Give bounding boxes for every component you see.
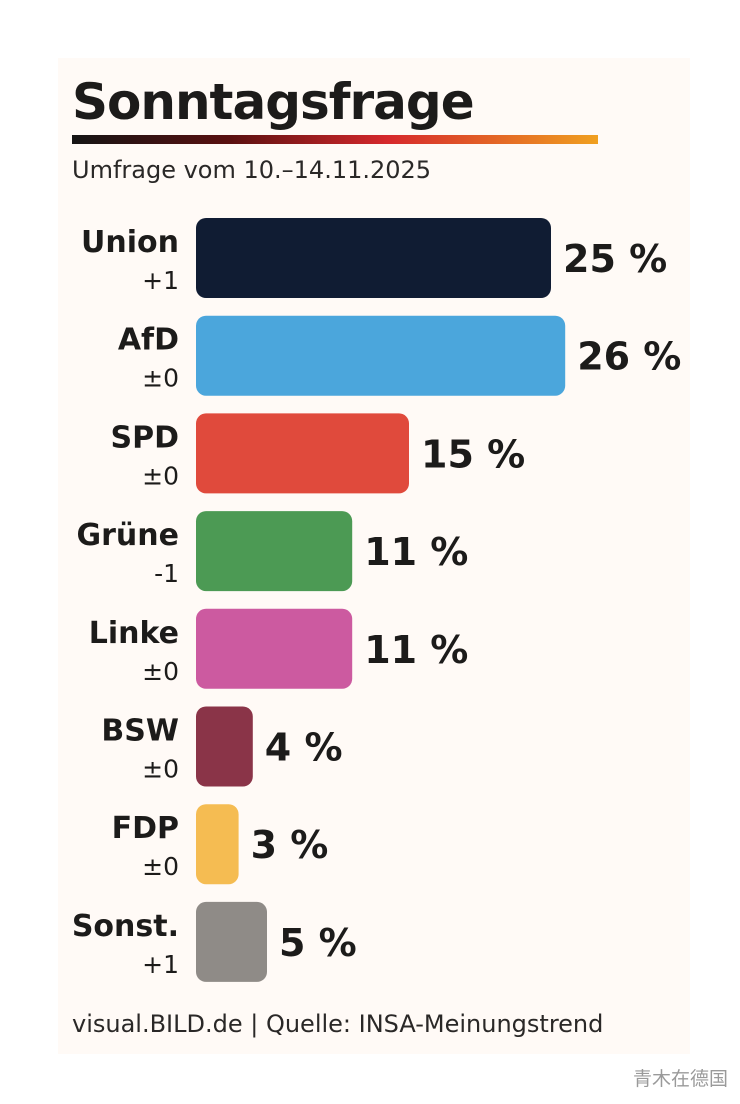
change-label-afd: ±0 [142,364,179,393]
party-label-linke: Linke [89,616,179,651]
change-label-sonst: +1 [142,950,179,979]
bar-union [196,218,551,298]
bar-group-fdp: FDP ±0 3 % [112,804,329,885]
bar-group-linke: Linke ±0 11 % [89,608,468,689]
value-label-fdp: 3 % [251,823,329,867]
bar-fdp [196,804,239,885]
bar-group-grüne: Grüne -1 11 % [77,511,468,592]
bar-afd [196,315,566,396]
party-label-sonst: Sonst. [72,909,179,944]
change-label-grüne: -1 [154,559,179,588]
title-underline [72,135,598,144]
value-label-spd: 15 % [421,432,525,476]
bar-sonst [196,901,267,982]
bar-group-spd: SPD ±0 15 % [111,413,525,494]
party-label-union: Union [81,225,179,260]
party-label-fdp: FDP [112,811,179,846]
bar-grüne [196,511,353,592]
source-footer: visual.BILD.de | Quelle: INSA-Meinungstr… [72,1010,604,1038]
value-label-bsw: 4 % [265,726,343,770]
change-label-linke: ±0 [142,657,179,686]
change-label-fdp: ±0 [142,852,179,881]
bar-group-sonst: Sonst. +1 5 % [72,901,357,982]
bar-linke [196,608,353,689]
party-label-bsw: BSW [101,714,179,749]
value-label-linke: 11 % [364,628,468,672]
party-label-grüne: Grüne [77,518,179,553]
bar-group-afd: AfD ±0 26 % [118,315,681,396]
value-label-grüne: 11 % [364,530,468,574]
watermark: 青木在德国 [632,1068,728,1090]
change-label-bsw: ±0 [142,755,179,784]
chart-subtitle: Umfrage vom 10.–14.11.2025 [72,156,432,184]
bar-group-bsw: BSW ±0 4 % [101,706,343,787]
bar-group-union: Union +1 25 % [81,218,667,298]
value-label-union: 25 % [563,237,667,281]
bar-bsw [196,706,253,787]
party-label-afd: AfD [118,323,179,358]
chart-title: Sonntagsfrage [72,73,475,131]
change-label-union: +1 [142,266,179,295]
bar-spd [196,413,409,494]
value-label-afd: 26 % [577,335,681,379]
change-label-spd: ±0 [142,461,179,490]
party-label-spd: SPD [111,420,180,455]
value-label-sonst: 5 % [279,921,357,965]
